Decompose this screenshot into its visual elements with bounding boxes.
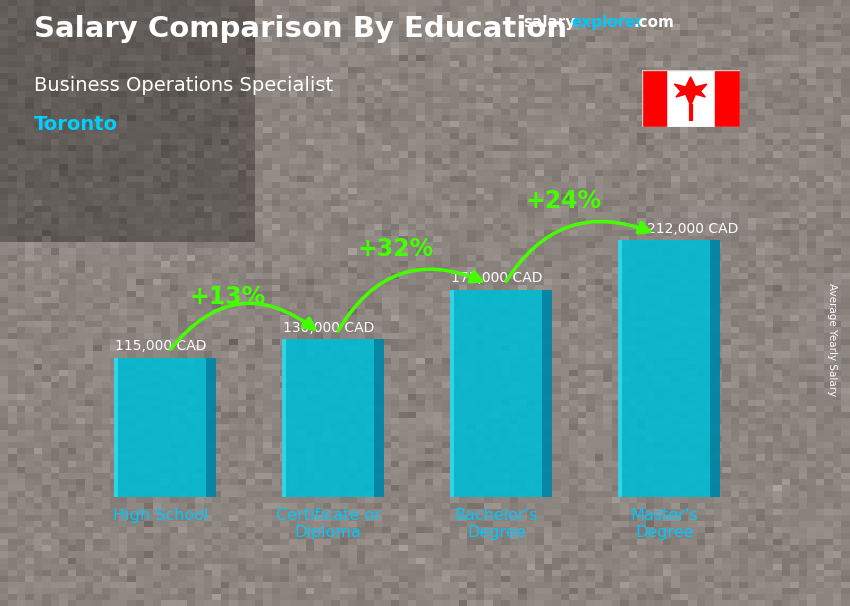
Text: explorer: explorer <box>571 15 643 30</box>
Bar <box>282 339 286 497</box>
Polygon shape <box>674 77 707 105</box>
Text: 115,000 CAD: 115,000 CAD <box>115 339 207 353</box>
Text: +13%: +13% <box>190 285 265 309</box>
Bar <box>450 290 542 497</box>
Text: Salary Comparison By Education: Salary Comparison By Education <box>34 15 567 43</box>
Bar <box>618 240 711 497</box>
Text: .com: .com <box>633 15 674 30</box>
Bar <box>375 339 383 497</box>
Text: 130,000 CAD: 130,000 CAD <box>283 321 374 335</box>
Bar <box>618 240 622 497</box>
Text: Average Yearly Salary: Average Yearly Salary <box>827 283 837 396</box>
Bar <box>642 70 666 127</box>
Text: Toronto: Toronto <box>34 115 118 134</box>
Text: 171,000 CAD: 171,000 CAD <box>451 271 542 285</box>
Bar <box>542 290 552 497</box>
Text: salary: salary <box>523 15 575 30</box>
Bar <box>114 358 207 497</box>
Bar <box>207 358 216 497</box>
Bar <box>114 358 118 497</box>
Bar <box>450 290 454 497</box>
Text: 212,000 CAD: 212,000 CAD <box>648 222 739 236</box>
Text: Business Operations Specialist: Business Operations Specialist <box>34 76 333 95</box>
Text: +24%: +24% <box>525 188 602 213</box>
Text: +32%: +32% <box>357 237 434 261</box>
Bar <box>715 70 740 127</box>
Bar <box>711 240 720 497</box>
Bar <box>282 339 375 497</box>
